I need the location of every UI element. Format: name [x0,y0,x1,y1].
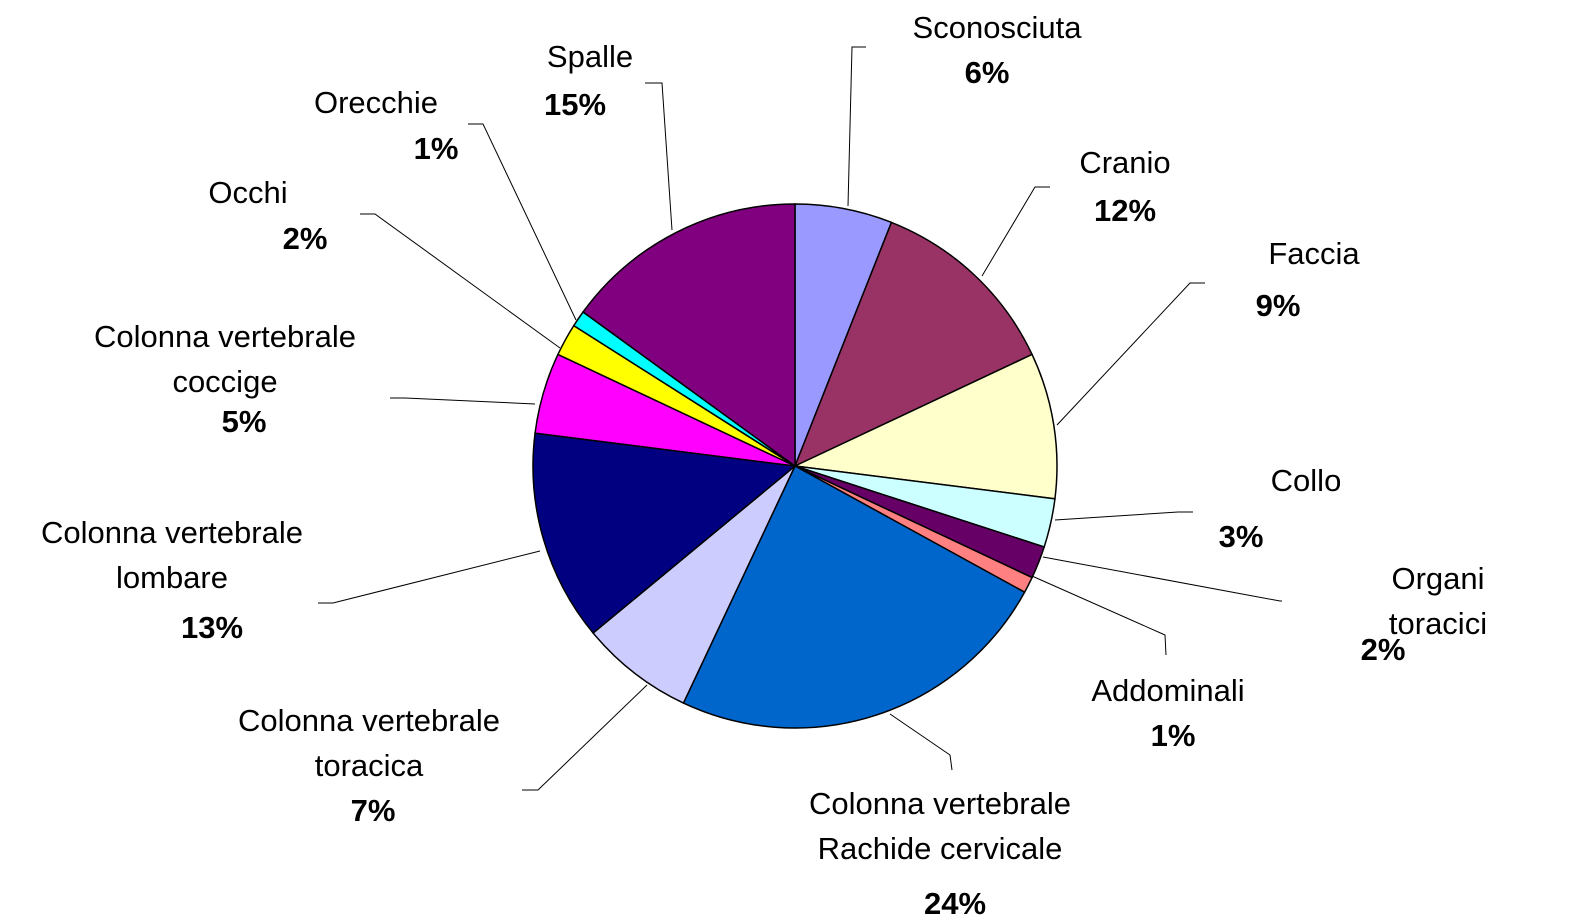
leader-line [318,550,541,604]
slice-label: Occhi [208,175,288,210]
slice-label: Organi toracici [1388,561,1488,641]
slice-label: Colonna vertebrale lombare [41,515,303,595]
slice-label: Colonna vertebrale Rachide cervicale [809,786,1071,866]
slice-value-label: 2% [1360,632,1406,667]
slice-label: Colonna vertebrale toracica [238,703,500,783]
pie-slice [682,464,1026,729]
slice-value-label: 1% [413,131,459,166]
slice-label: Colonna vertebrale coccige [94,319,356,399]
slice-label: Faccia [1268,236,1360,271]
slice-value-label: 5% [221,404,267,439]
slice-value-label: 2% [282,221,328,256]
slice-label: Spalle [546,39,634,74]
slice-label: Sconosciuta [912,10,1082,45]
leader-line [847,46,866,207]
leader-line [1042,556,1282,602]
slice-value-label: 12% [1093,193,1157,228]
slice-label: Addominali [1091,673,1245,708]
slice-value-label: 13% [180,610,244,645]
slice-value-label: 9% [1255,288,1301,323]
pie-slice [532,432,797,635]
pie-slice [792,353,1058,500]
slice-value-label: 7% [350,793,396,828]
leader-line [889,713,953,771]
slice-label: Collo [1270,463,1342,498]
pie-slice [793,221,1034,468]
leader-line [468,123,577,321]
leader-line [522,684,648,791]
leader-line [1031,575,1167,656]
slice-value-label: 24% [923,886,987,920]
pie-slice [581,203,796,468]
slice-label: Cranio [1079,145,1171,180]
slice-value-label: 15% [543,87,607,122]
leader-line [360,213,561,349]
slice-label: Orecchie [313,85,439,120]
leader-line [1056,282,1205,426]
pie-slice [592,465,796,705]
leader-line [390,397,536,405]
slice-value-label: 3% [1218,519,1264,554]
slice-value-label: 1% [1150,718,1196,753]
slice-value-label: 6% [964,55,1010,90]
leader-line [981,186,1050,277]
leader-line [645,82,673,231]
leader-line [1054,511,1193,521]
